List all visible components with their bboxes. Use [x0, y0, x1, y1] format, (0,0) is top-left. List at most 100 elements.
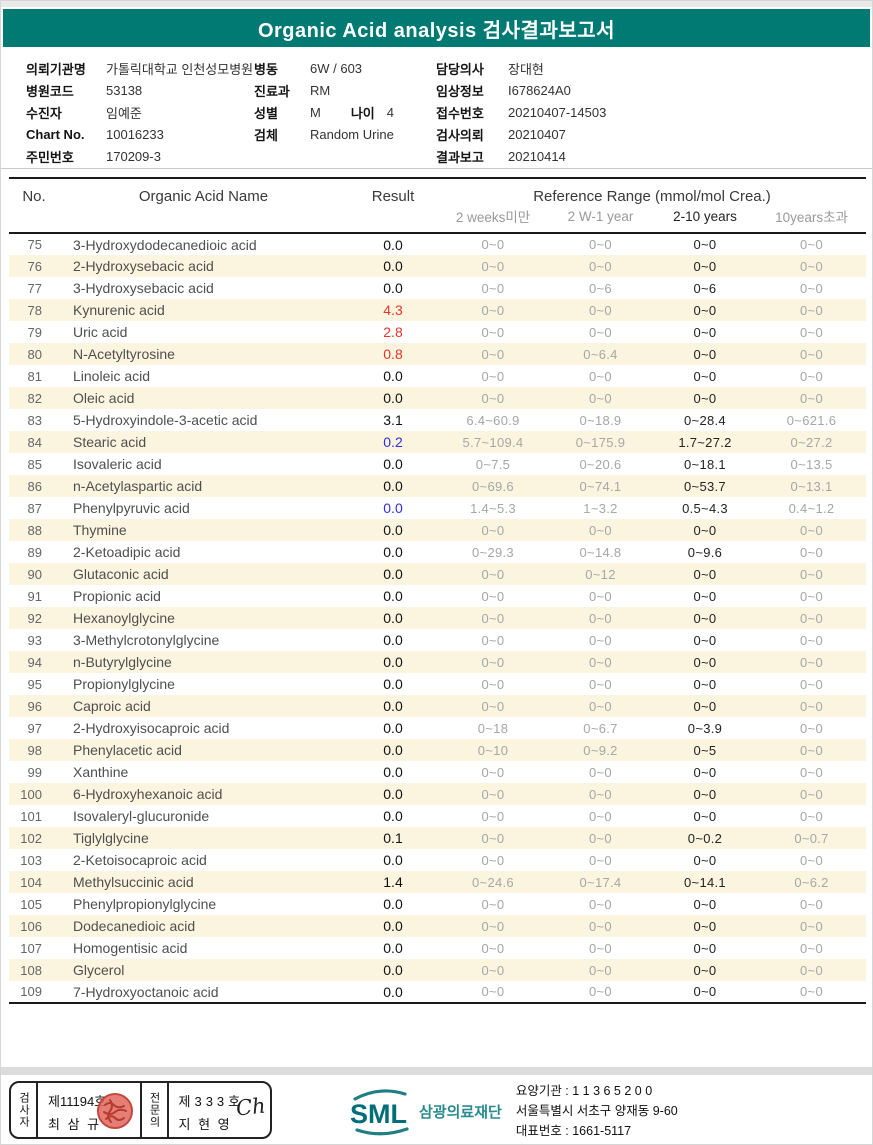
row-ref-2w-1year: 0~0 — [589, 808, 612, 824]
row-ref-2-10years: 0~0.2 — [687, 830, 723, 846]
row-ref-2w-1year: 0~6 — [589, 280, 612, 296]
row-ref-2w-1year: 0~0 — [589, 830, 612, 846]
examiner-cert-no: 제11194호 — [48, 1094, 107, 1109]
clinical-info-label: 임상정보 — [436, 83, 484, 99]
specialist-role-cell: 전문의 — [142, 1083, 169, 1137]
ward-label: 병동 — [254, 61, 278, 77]
department-label: 진료과 — [254, 83, 290, 99]
row-ref-2-10years: 0~0 — [693, 302, 717, 318]
sml-logo-icon: SML — [350, 1089, 409, 1136]
results-table: No. Organic Acid Name Result Reference R… — [9, 177, 867, 1004]
row-acid-name: Phenylacetic acid — [73, 742, 182, 758]
patient-name-row: 수진자 임예준 — [26, 101, 253, 123]
specialist-cell: 제333호 지 현 영 Ch — [169, 1083, 271, 1137]
physician-row: 담당의사 장대현 — [436, 57, 606, 79]
table-row: 106 Dodecanedioic acid 0.0 0~0 0~0 0~0 0~0 — [9, 915, 867, 937]
row-ref-under-2weeks: 6.4~60.9 — [466, 412, 520, 428]
row-ref-under-2weeks: 0~0 — [481, 237, 505, 252]
row-ref-2w-1year: 0~6.7 — [583, 720, 618, 736]
row-ref-under-2weeks: 0~0 — [481, 896, 505, 912]
table-header-row-2: 2 weeks미만 2 W-1 year 2-10 years 10years초… — [9, 205, 867, 234]
row-no: 99 — [27, 764, 42, 780]
patient-info-right-group: 담당의사 장대현 임상정보 I678624A0 접수번호 20210407-14… — [436, 57, 606, 167]
row-no: 82 — [27, 390, 42, 406]
table-row: 96 Caproic acid 0.0 0~0 0~0 0~0 0~0 — [9, 695, 867, 717]
row-ref-over-10years: 0~621.6 — [786, 412, 837, 428]
row-acid-name: 6-Hydroxyhexanoic acid — [73, 786, 223, 802]
table-row: 107 Homogentisic acid 0.0 0~0 0~0 0~0 0~0 — [9, 937, 866, 959]
row-no: 101 — [20, 808, 42, 824]
certification-box-divider — [139, 1083, 142, 1137]
department-row: 진료과 RM — [254, 79, 394, 101]
row-acid-name: 2-Hydroxyisocaproic acid — [73, 720, 230, 736]
col-header-reference-range: Reference Range (mmol/mol Crea.) — [438, 177, 867, 205]
row-acid-name: N-Acetyltyrosine — [73, 346, 175, 362]
row-acid-name: Stearic acid — [73, 434, 147, 450]
row-ref-2-10years: 0~0 — [693, 764, 717, 780]
row-result: 0.0 — [383, 852, 403, 868]
row-ref-2w-1year: 0~0 — [589, 896, 612, 912]
table-row: 108 Glycerol 0.0 0~0 0~0 0~0 0~0 — [9, 959, 867, 981]
row-result: 0.0 — [383, 764, 403, 780]
row-no: 108 — [20, 962, 42, 978]
page-title: Organic Acid analysis 검사결과보고서 — [257, 19, 616, 42]
row-result: 0.0 — [383, 632, 403, 648]
report-date-label: 결과보고 — [436, 149, 484, 165]
row-ref-under-2weeks: 0~69.6 — [472, 478, 514, 494]
row-ref-under-2weeks: 0~0 — [481, 654, 505, 670]
row-ref-over-10years: 0~0 — [800, 324, 823, 340]
row-result: 0.0 — [383, 258, 403, 274]
row-ref-under-2weeks: 0~10 — [477, 742, 509, 758]
sex-value: M — [310, 104, 321, 120]
table-row: 80 N-Acetyltyrosine 0.8 0~0 0~6.4 0~0 0~0 — [9, 343, 867, 365]
row-ref-under-2weeks: 0~7.5 — [475, 456, 511, 472]
row-ref-2w-1year: 0~20.6 — [579, 456, 622, 472]
row-ref-under-2weeks: 0~0 — [481, 588, 505, 604]
lab-address: 서울특별시 서초구 양재동 9-60 — [515, 1103, 678, 1118]
specimen-row: 검체 Random Urine — [254, 123, 394, 145]
row-ref-under-2weeks: 0~0 — [481, 676, 505, 692]
ward-value: 6W / 603 — [310, 60, 363, 76]
specialist-name: 지 현 영 — [178, 1117, 232, 1132]
report-date-row: 결과보고 20210414 — [436, 145, 606, 167]
row-ref-over-10years: 0~0 — [800, 368, 823, 384]
row-ref-2-10years: 0~0 — [693, 808, 717, 824]
row-ref-2-10years: 0~0 — [693, 940, 717, 956]
row-no: 107 — [20, 940, 42, 956]
row-ref-2-10years: 0~3.9 — [687, 720, 723, 736]
row-ref-over-10years: 0~0 — [800, 610, 823, 626]
row-ref-2-10years: 0~9.6 — [687, 544, 723, 560]
row-ref-2w-1year: 0~0 — [589, 852, 612, 868]
row-ref-over-10years: 0~0 — [757, 981, 867, 1004]
table-row: 98 Phenylacetic acid 0.0 0~10 0~9.2 0~5 0~0 — [9, 739, 867, 761]
accession-no-value: 20210407-14503 — [508, 104, 607, 120]
row-acid-name: Phenylpropionylglycine — [73, 896, 217, 912]
row-result: 0.0 — [383, 588, 403, 604]
row-ref-2w-1year: 0~0 — [589, 610, 612, 626]
row-no: 98 — [27, 742, 42, 758]
examiner-cell: 제11194호 최 삼 규 — [38, 1083, 140, 1137]
table-row: 91 Propionic acid 0.0 0~0 0~0 0~0 0~0 — [9, 585, 866, 607]
row-ref-under-2weeks: 0~0 — [481, 390, 505, 406]
header-spacer — [9, 205, 438, 234]
col-header-under-2weeks: 2 weeks미만 — [438, 205, 548, 234]
row-ref-2w-1year: 0~0 — [589, 588, 612, 604]
row-ref-2w-1year: 0~6.4 — [583, 346, 618, 362]
row-ref-2w-1year: 0~74.1 — [579, 478, 622, 494]
row-ref-under-2weeks: 0~0 — [481, 808, 505, 824]
row-acid-name: Methylsuccinic acid — [73, 874, 194, 890]
row-ref-under-2weeks: 0~0 — [481, 302, 505, 318]
report-title-banner: Organic Acid analysis 검사결과보고서 — [3, 9, 870, 47]
row-result: 0.0 — [383, 742, 403, 758]
row-acid-name: Tiglylglycine — [73, 830, 149, 846]
row-ref-over-10years: 0~13.5 — [790, 456, 833, 472]
specialist-cert-no: 제333호 — [178, 1094, 245, 1109]
row-no: 77 — [27, 280, 42, 296]
test-request-date-row: 검사의뢰 20210407 — [436, 123, 606, 145]
chart-no-row: Chart No. 10016233 — [26, 123, 253, 145]
hospital-code-row: 병원코드 53138 — [26, 79, 253, 101]
row-acid-name: Isovaleryl-glucuronide — [73, 808, 210, 824]
row-result: 3.1 — [383, 412, 403, 428]
row-no: 85 — [27, 456, 42, 472]
col-header-2w-1year: 2 W-1 year — [548, 205, 653, 234]
